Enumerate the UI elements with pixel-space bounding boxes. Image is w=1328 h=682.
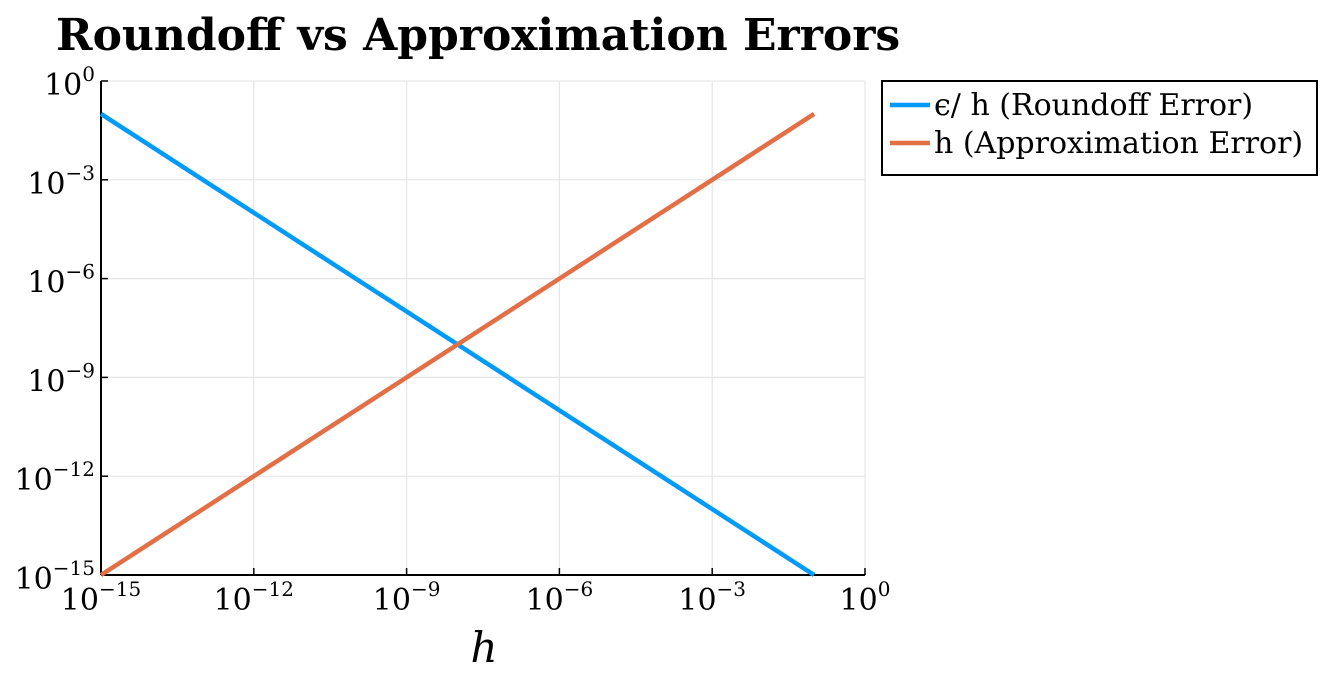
tick-labels: 10−15 10−12 10−9 10−6 10−3 100 100 10−3 10−6 10−9… [15, 62, 891, 618]
axes [100, 80, 866, 576]
x-tick-label-2: 10−9 [373, 577, 441, 618]
series-lines [99, 112, 816, 577]
y-tick-label-2: 10−6 [27, 260, 95, 301]
y-tick-label-0: 100 [44, 62, 95, 103]
legend-label-0: ϵ/ h (Roundoff Error) [934, 88, 1253, 123]
x-tick-label-1: 10−12 [214, 577, 294, 618]
chart-title: Roundoff vs Approximation Errors [56, 10, 900, 61]
legend: ϵ/ h (Roundoff Error)h (Approximation Er… [881, 80, 1318, 176]
series-line-1 [99, 112, 816, 577]
y-tick-label-1: 10−3 [27, 161, 95, 202]
series-line-0 [99, 112, 816, 577]
legend-label-1: h (Approximation Error) [934, 126, 1303, 161]
y-tick-label-3: 10−9 [27, 358, 95, 399]
x-tick-label-3: 10−6 [526, 577, 594, 618]
legend-box [881, 80, 1318, 176]
y-tick-label-5: 10−15 [15, 556, 95, 597]
x-tick-label-0: 10−15 [61, 577, 141, 618]
x-tick-label-5: 100 [840, 577, 891, 618]
y-tick-label-4: 10−12 [15, 457, 95, 498]
x-axis-label: h [470, 623, 497, 672]
x-tick-label-4: 10−3 [678, 577, 746, 618]
